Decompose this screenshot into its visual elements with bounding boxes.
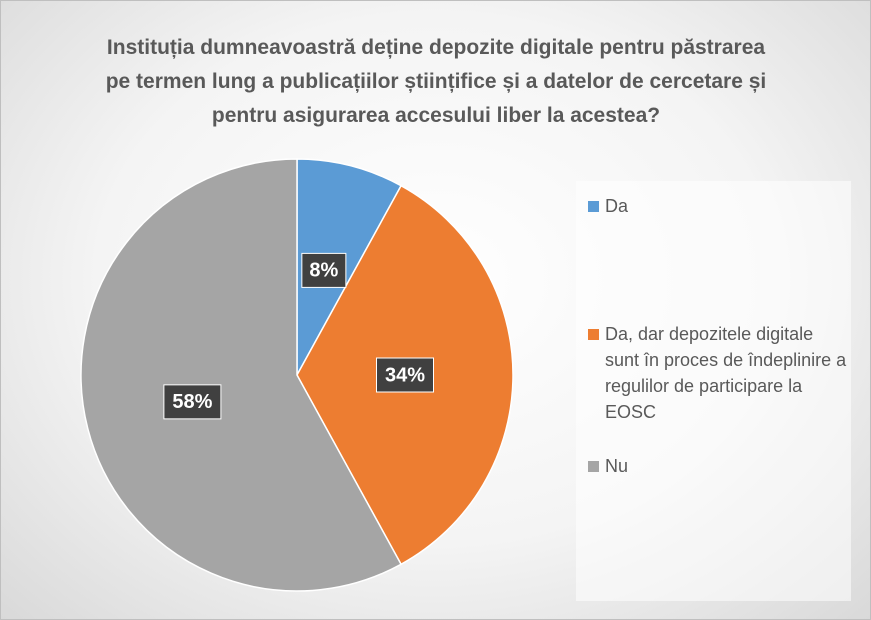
legend-label: Da [605,196,629,216]
pie-slice [296,158,403,376]
legend-item: Nu [588,453,850,479]
legend-swatch [588,201,599,212]
legend-label: Da, dar depozitele digitale sunt în proc… [605,324,847,422]
data-label: 34% [385,364,425,386]
data-label: 8% [309,260,338,282]
data-label-box [163,384,222,420]
data-label-box [376,357,434,393]
legend-swatch [588,461,599,472]
legend-item: Da [588,193,850,219]
legend-item: Da, dar depozitele digitale sunt în proc… [588,321,850,425]
legend-label: Nu [605,456,629,476]
legend-swatch [588,329,599,340]
data-label-box [301,252,347,288]
data-label: 58% [172,391,212,413]
legend: Da Da, dar depozitele digitale sunt în pr… [576,181,851,601]
pie-slice [80,158,403,592]
chart-title: Instituția dumneavoastră deține depozite… [105,36,767,127]
